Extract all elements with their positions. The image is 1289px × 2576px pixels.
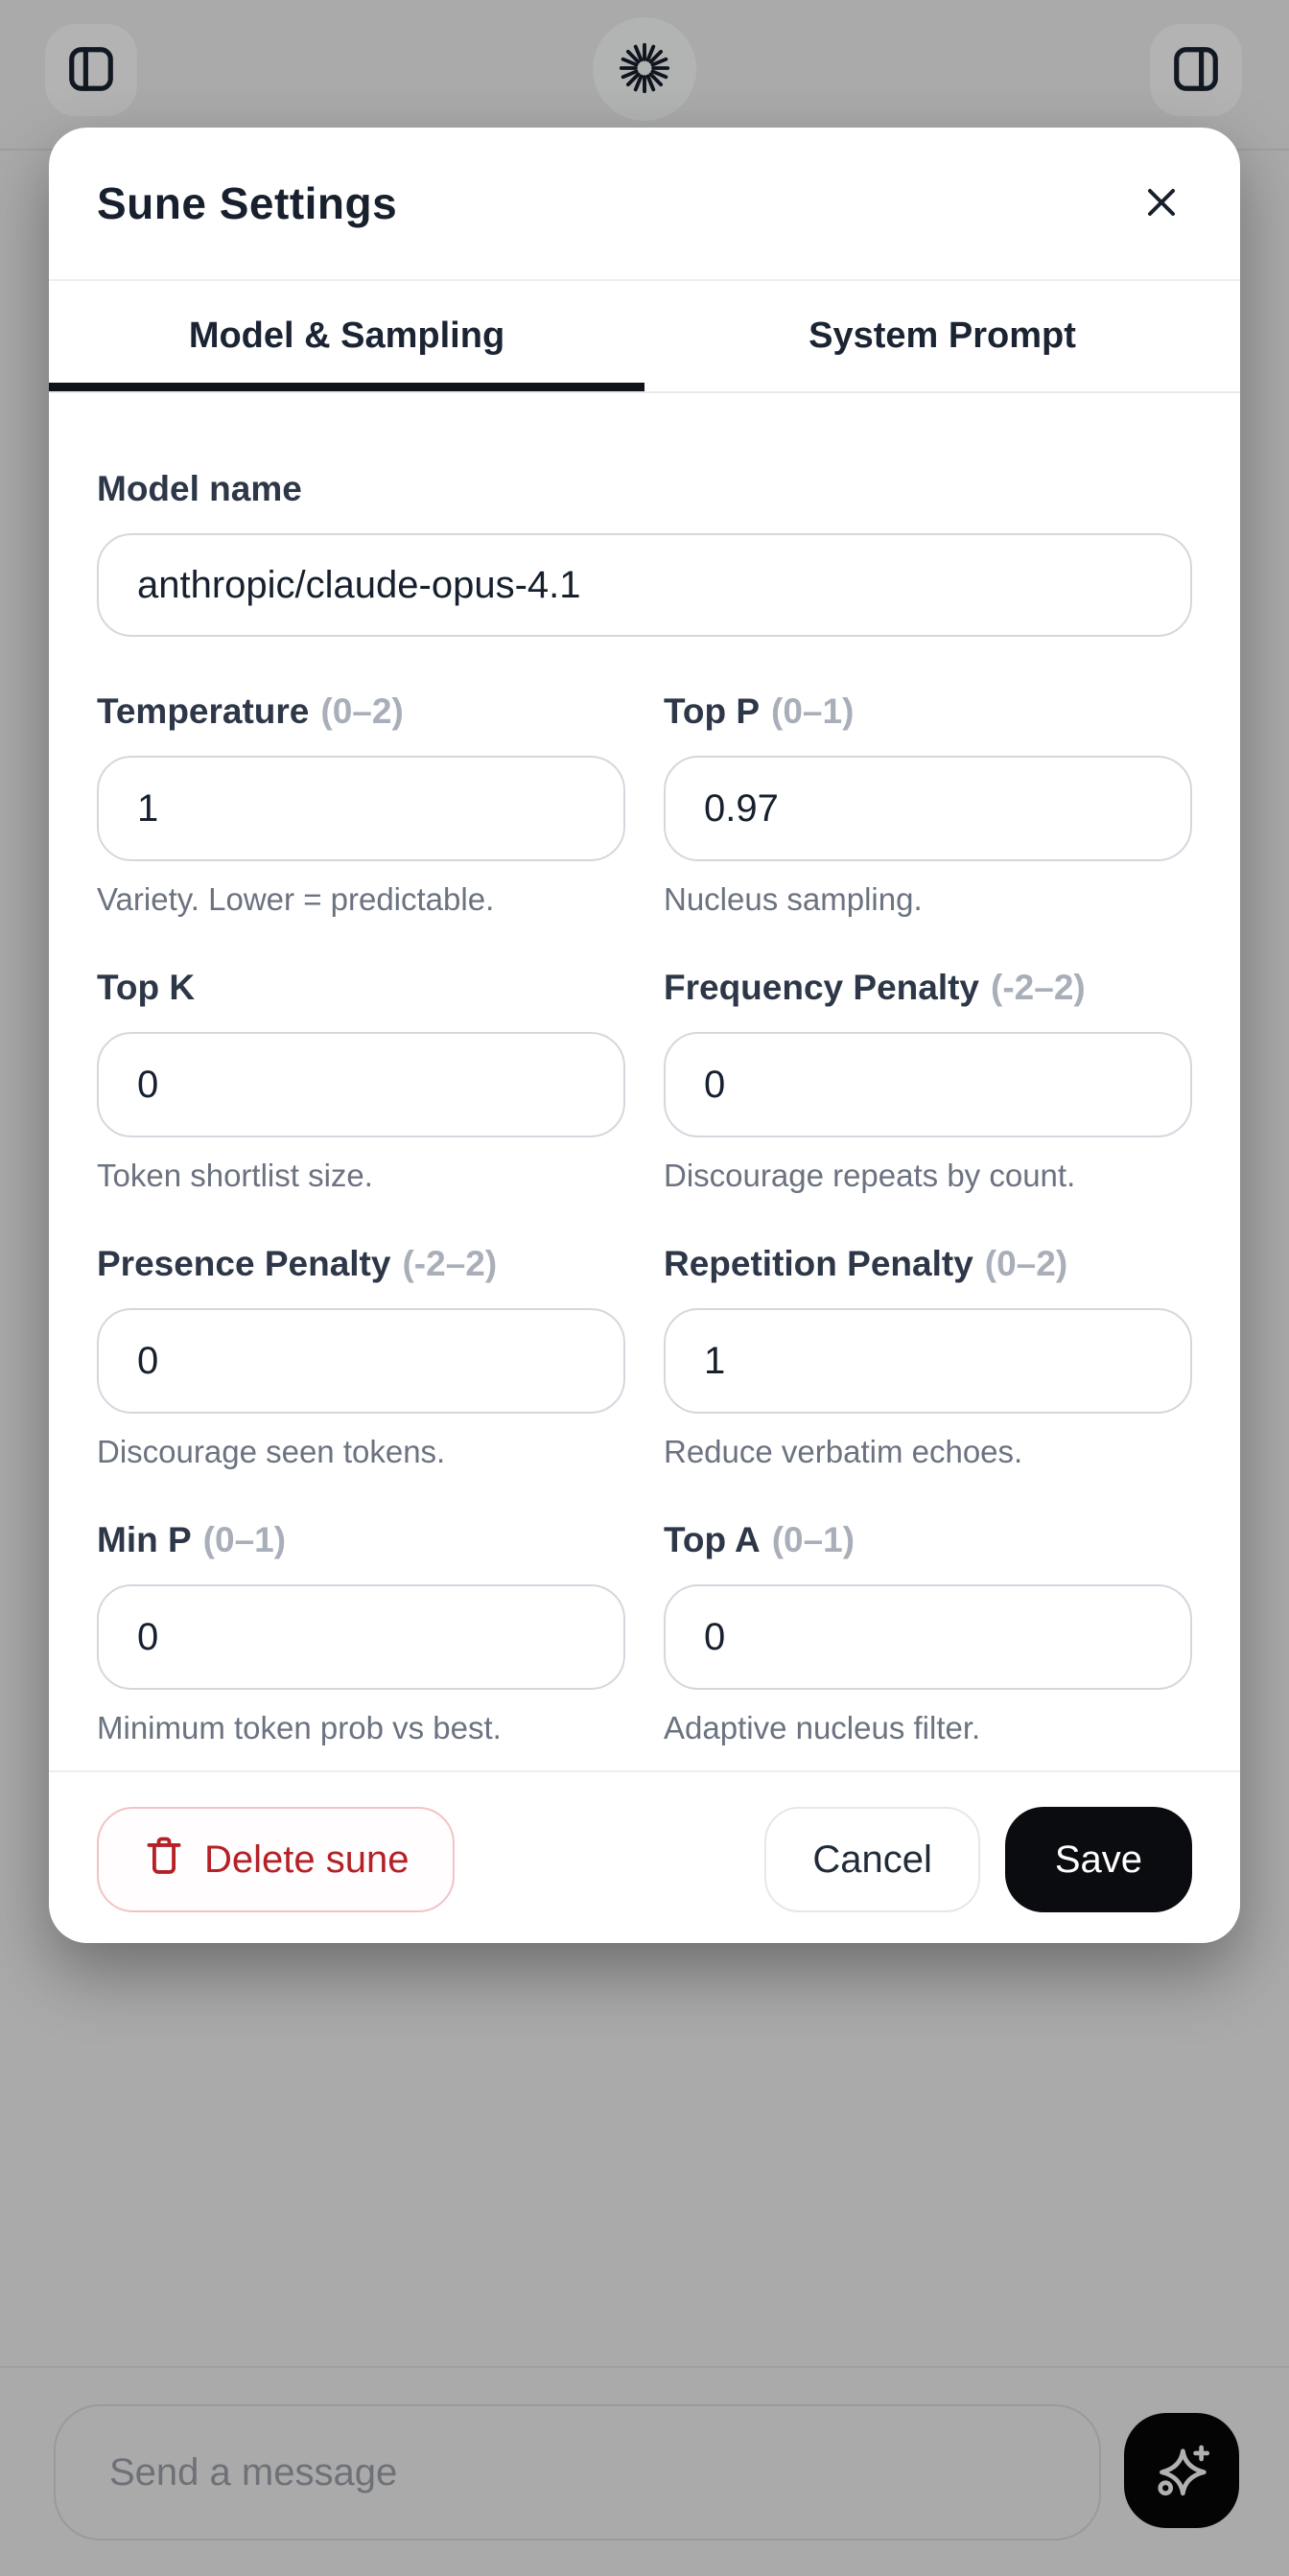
tab-model-sampling[interactable]: Model & Sampling xyxy=(49,281,644,391)
top-a-label: Top A (0–1) xyxy=(664,1517,1192,1563)
min-p-label: Min P (0–1) xyxy=(97,1517,625,1563)
temperature-range: (0–2) xyxy=(320,691,404,731)
composer-divider xyxy=(0,2366,1289,2368)
active-tab-indicator xyxy=(49,383,644,391)
settings-tabs: Model & Sampling System Prompt xyxy=(49,281,1240,393)
toggle-right-sidebar-button[interactable] xyxy=(1150,24,1242,116)
top-p-range: (0–1) xyxy=(771,691,855,731)
frequency-penalty-range: (-2–2) xyxy=(991,968,1086,1007)
sampling-grid: Temperature (0–2) Variety. Lower = predi… xyxy=(97,689,1192,1747)
delete-sune-button[interactable]: Delete sune xyxy=(97,1807,456,1912)
min-p-hint: Minimum token prob vs best. xyxy=(97,1710,502,1745)
min-p-range: (0–1) xyxy=(202,1520,287,1559)
field-temperature: Temperature (0–2) Variety. Lower = predi… xyxy=(97,689,625,919)
sparkles-icon xyxy=(1150,2438,1213,2504)
top-p-input[interactable] xyxy=(664,756,1192,861)
repetition-penalty-input[interactable] xyxy=(664,1308,1192,1414)
top-p-hint: Nucleus sampling. xyxy=(664,881,923,917)
dialog-header: Sune Settings xyxy=(49,128,1240,281)
close-icon xyxy=(1138,179,1184,228)
repetition-penalty-hint: Reduce verbatim echoes. xyxy=(664,1434,1023,1469)
top-k-input[interactable] xyxy=(97,1032,625,1137)
model-name-input[interactable] xyxy=(97,533,1192,637)
panel-left-icon xyxy=(65,43,117,98)
top-p-label: Top P (0–1) xyxy=(664,689,1192,735)
temperature-input[interactable] xyxy=(97,756,625,861)
starburst-logo-icon xyxy=(617,40,672,99)
close-dialog-button[interactable] xyxy=(1131,173,1192,234)
presence-penalty-range: (-2–2) xyxy=(402,1244,498,1283)
frequency-penalty-label: Frequency Penalty (-2–2) xyxy=(664,965,1192,1011)
tab-system-prompt[interactable]: System Prompt xyxy=(644,281,1240,391)
send-message-button[interactable] xyxy=(1124,2413,1239,2528)
save-button[interactable]: Save xyxy=(1004,1807,1192,1912)
temperature-label: Temperature (0–2) xyxy=(97,689,625,735)
top-k-hint: Token shortlist size. xyxy=(97,1158,373,1193)
panel-right-icon xyxy=(1170,43,1222,98)
field-frequency-penalty: Frequency Penalty (-2–2) Discourage repe… xyxy=(664,965,1192,1195)
message-input[interactable] xyxy=(54,2404,1101,2541)
dialog-footer: Delete sune Cancel Save xyxy=(49,1770,1240,1943)
app-logo-button[interactable] xyxy=(593,17,696,121)
trash-icon xyxy=(143,1834,185,1885)
frequency-penalty-input[interactable] xyxy=(664,1032,1192,1137)
dialog-title: Sune Settings xyxy=(97,178,398,228)
presence-penalty-label: Presence Penalty (-2–2) xyxy=(97,1241,625,1287)
top-a-range: (0–1) xyxy=(771,1520,855,1559)
top-a-input[interactable] xyxy=(664,1584,1192,1690)
temperature-hint: Variety. Lower = predictable. xyxy=(97,881,495,917)
cancel-button[interactable]: Cancel xyxy=(764,1807,980,1912)
field-presence-penalty: Presence Penalty (-2–2) Discourage seen … xyxy=(97,1241,625,1471)
presence-penalty-hint: Discourage seen tokens. xyxy=(97,1434,446,1469)
sune-settings-dialog: Sune Settings Model & Sampling System Pr… xyxy=(49,128,1240,1943)
min-p-input[interactable] xyxy=(97,1584,625,1690)
frequency-penalty-hint: Discourage repeats by count. xyxy=(664,1158,1076,1193)
top-a-hint: Adaptive nucleus filter. xyxy=(664,1710,981,1745)
top-k-label: Top K xyxy=(97,968,196,1007)
presence-penalty-input[interactable] xyxy=(97,1308,625,1414)
footer-actions: Cancel Save xyxy=(764,1807,1192,1912)
repetition-penalty-label: Repetition Penalty (0–2) xyxy=(664,1241,1192,1287)
field-repetition-penalty: Repetition Penalty (0–2) Reduce verbatim… xyxy=(664,1241,1192,1471)
repetition-penalty-range: (0–2) xyxy=(984,1244,1068,1283)
field-top-p: Top P (0–1) Nucleus sampling. xyxy=(664,689,1192,919)
field-min-p: Min P (0–1) Minimum token prob vs best. xyxy=(97,1517,625,1747)
field-top-k: Top K Token shortlist size. xyxy=(97,965,625,1195)
field-top-a: Top A (0–1) Adaptive nucleus filter. xyxy=(664,1517,1192,1747)
settings-form: Model name Temperature (0–2) Variety. Lo… xyxy=(49,466,1240,1770)
delete-sune-label: Delete sune xyxy=(204,1838,410,1881)
toggle-left-sidebar-button[interactable] xyxy=(45,24,137,116)
model-name-label: Model name xyxy=(97,469,302,508)
